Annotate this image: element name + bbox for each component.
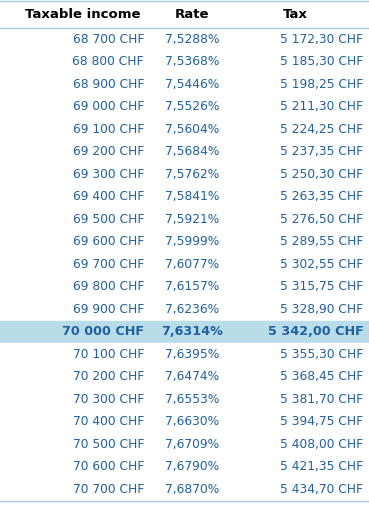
Text: 7,5368%: 7,5368% (165, 55, 219, 68)
Bar (0, 231, 369, 253)
Bar (0, 208, 369, 231)
Text: 5 355,30 CHF: 5 355,30 CHF (280, 348, 363, 360)
Text: 7,5841%: 7,5841% (165, 190, 219, 203)
Bar (0, 455, 369, 478)
Text: 69 200 CHF: 69 200 CHF (73, 145, 144, 158)
Text: 7,5526%: 7,5526% (165, 100, 219, 113)
Text: 5 250,30 CHF: 5 250,30 CHF (280, 168, 363, 181)
Text: 7,5762%: 7,5762% (165, 168, 219, 181)
Text: 7,6236%: 7,6236% (165, 303, 219, 316)
Text: 7,6474%: 7,6474% (165, 370, 219, 383)
Bar (0, 185, 369, 208)
Bar (0, 366, 369, 388)
Bar (0, 298, 369, 320)
Text: 69 800 CHF: 69 800 CHF (73, 280, 144, 293)
Text: 7,6157%: 7,6157% (165, 280, 219, 293)
Text: 69 700 CHF: 69 700 CHF (73, 258, 144, 271)
Bar (0, 320, 369, 343)
Bar (0, 388, 369, 410)
Bar (0, 163, 369, 185)
Text: 5 289,55 CHF: 5 289,55 CHF (280, 235, 363, 248)
Text: 7,5288%: 7,5288% (165, 33, 219, 46)
Bar (0, 433, 369, 455)
Bar (0, 95, 369, 118)
Bar (0, 276, 369, 298)
Text: 5 434,70 CHF: 5 434,70 CHF (280, 483, 363, 496)
Text: 5 224,25 CHF: 5 224,25 CHF (280, 123, 363, 136)
Text: 5 172,30 CHF: 5 172,30 CHF (280, 33, 363, 46)
Text: 5 368,45 CHF: 5 368,45 CHF (280, 370, 363, 383)
Text: 7,5999%: 7,5999% (165, 235, 219, 248)
Text: 7,6077%: 7,6077% (165, 258, 219, 271)
Bar (0, 118, 369, 141)
Text: 5 276,50 CHF: 5 276,50 CHF (280, 213, 363, 226)
Bar (0, 0, 369, 28)
Text: 69 000 CHF: 69 000 CHF (73, 100, 144, 113)
Text: 7,6630%: 7,6630% (165, 415, 219, 428)
Text: 69 900 CHF: 69 900 CHF (73, 303, 144, 316)
Text: Tax: Tax (283, 8, 308, 21)
Text: 70 700 CHF: 70 700 CHF (73, 483, 144, 496)
Text: 69 100 CHF: 69 100 CHF (73, 123, 144, 136)
Text: 7,5446%: 7,5446% (165, 78, 219, 91)
Text: 5 328,90 CHF: 5 328,90 CHF (280, 303, 363, 316)
Text: 7,6395%: 7,6395% (165, 348, 219, 360)
Bar (0, 478, 369, 501)
Text: 7,6870%: 7,6870% (165, 483, 219, 496)
Text: 5 394,75 CHF: 5 394,75 CHF (280, 415, 363, 428)
Text: 5 198,25 CHF: 5 198,25 CHF (280, 78, 363, 91)
Bar (0, 343, 369, 366)
Bar (0, 253, 369, 276)
Text: 70 600 CHF: 70 600 CHF (73, 460, 144, 473)
Text: 5 211,30 CHF: 5 211,30 CHF (280, 100, 363, 113)
Text: 5 302,55 CHF: 5 302,55 CHF (280, 258, 363, 271)
Bar (0, 141, 369, 163)
Text: 7,5684%: 7,5684% (165, 145, 219, 158)
Text: 5 263,35 CHF: 5 263,35 CHF (280, 190, 363, 203)
Text: 5 237,35 CHF: 5 237,35 CHF (280, 145, 363, 158)
Bar (0, 410, 369, 433)
Text: 70 200 CHF: 70 200 CHF (73, 370, 144, 383)
Text: 68 700 CHF: 68 700 CHF (73, 33, 144, 46)
Text: 7,5921%: 7,5921% (165, 213, 219, 226)
Text: 5 342,00 CHF: 5 342,00 CHF (268, 325, 363, 338)
Text: 5 381,70 CHF: 5 381,70 CHF (280, 393, 363, 406)
Text: 69 300 CHF: 69 300 CHF (73, 168, 144, 181)
Text: 70 400 CHF: 70 400 CHF (73, 415, 144, 428)
Text: 68 800 CHF: 68 800 CHF (72, 55, 144, 68)
Text: 69 500 CHF: 69 500 CHF (73, 213, 144, 226)
Text: Taxable income: Taxable income (25, 8, 141, 21)
Bar (0, 73, 369, 95)
Text: 69 600 CHF: 69 600 CHF (73, 235, 144, 248)
Text: 5 185,30 CHF: 5 185,30 CHF (280, 55, 363, 68)
Text: 70 500 CHF: 70 500 CHF (73, 438, 144, 451)
Text: 7,6790%: 7,6790% (165, 460, 219, 473)
Text: 69 400 CHF: 69 400 CHF (73, 190, 144, 203)
Text: 5 421,35 CHF: 5 421,35 CHF (280, 460, 363, 473)
Text: 7,6709%: 7,6709% (165, 438, 219, 451)
Bar (0, 28, 369, 50)
Text: 70 100 CHF: 70 100 CHF (73, 348, 144, 360)
Text: 70 000 CHF: 70 000 CHF (62, 325, 144, 338)
Text: 70 300 CHF: 70 300 CHF (73, 393, 144, 406)
Text: Rate: Rate (175, 8, 209, 21)
Text: 68 900 CHF: 68 900 CHF (73, 78, 144, 91)
Bar (0, 50, 369, 73)
Text: 7,6553%: 7,6553% (165, 393, 219, 406)
Text: 5 408,00 CHF: 5 408,00 CHF (280, 438, 363, 451)
Text: 7,6314%: 7,6314% (161, 325, 223, 338)
Text: 5 315,75 CHF: 5 315,75 CHF (280, 280, 363, 293)
Text: 7,5604%: 7,5604% (165, 123, 219, 136)
